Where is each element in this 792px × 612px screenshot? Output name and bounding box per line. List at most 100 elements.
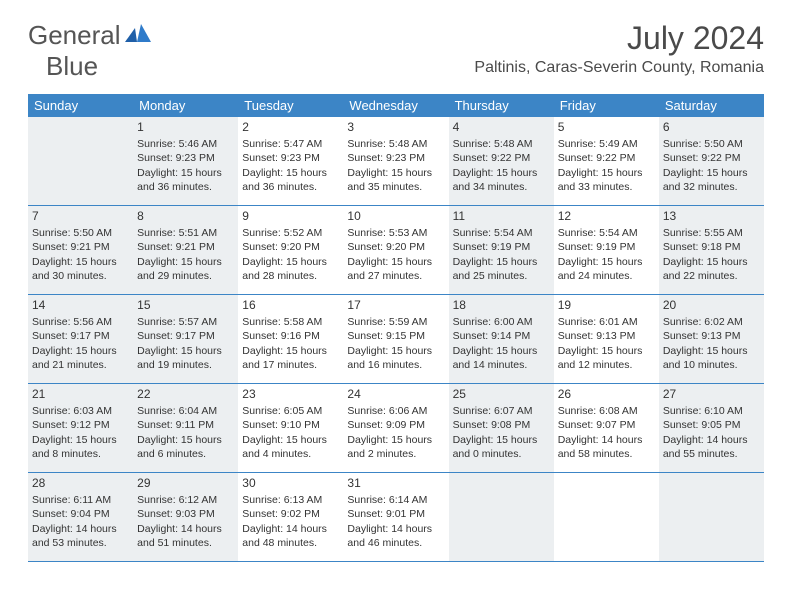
daylight-text: and 24 minutes.: [558, 269, 655, 283]
daylight-text: and 25 minutes.: [453, 269, 550, 283]
day-header-sunday: Sunday: [28, 94, 133, 117]
day-cell: 22Sunrise: 6:04 AMSunset: 9:11 PMDayligh…: [133, 384, 238, 472]
daylight-text: and 35 minutes.: [347, 180, 444, 194]
daylight-text: and 14 minutes.: [453, 358, 550, 372]
sunset-text: Sunset: 9:02 PM: [242, 507, 339, 521]
weeks-container: 1Sunrise: 5:46 AMSunset: 9:23 PMDaylight…: [28, 117, 764, 562]
sunset-text: Sunset: 9:13 PM: [663, 329, 760, 343]
daylight-text: Daylight: 15 hours: [32, 344, 129, 358]
daylight-text: and 2 minutes.: [347, 447, 444, 461]
sunrise-text: Sunrise: 5:59 AM: [347, 315, 444, 329]
daylight-text: Daylight: 15 hours: [453, 255, 550, 269]
day-number: 3: [347, 119, 444, 135]
sunrise-text: Sunrise: 6:01 AM: [558, 315, 655, 329]
daylight-text: and 29 minutes.: [137, 269, 234, 283]
sunset-text: Sunset: 9:21 PM: [32, 240, 129, 254]
sunrise-text: Sunrise: 5:48 AM: [347, 137, 444, 151]
daylight-text: and 46 minutes.: [347, 536, 444, 550]
daylight-text: and 58 minutes.: [558, 447, 655, 461]
day-cell: 27Sunrise: 6:10 AMSunset: 9:05 PMDayligh…: [659, 384, 764, 472]
sunset-text: Sunset: 9:07 PM: [558, 418, 655, 432]
day-number: 11: [453, 208, 550, 224]
flag-icon: [125, 24, 151, 44]
daylight-text: Daylight: 14 hours: [663, 433, 760, 447]
day-number: 13: [663, 208, 760, 224]
sunrise-text: Sunrise: 5:58 AM: [242, 315, 339, 329]
daylight-text: Daylight: 15 hours: [242, 344, 339, 358]
sunrise-text: Sunrise: 6:03 AM: [32, 404, 129, 418]
day-number: 6: [663, 119, 760, 135]
sunrise-text: Sunrise: 5:49 AM: [558, 137, 655, 151]
day-number: 12: [558, 208, 655, 224]
sunset-text: Sunset: 9:12 PM: [32, 418, 129, 432]
day-number: 18: [453, 297, 550, 313]
daylight-text: and 36 minutes.: [242, 180, 339, 194]
daylight-text: Daylight: 14 hours: [558, 433, 655, 447]
day-cell: [28, 117, 133, 205]
day-cell: 20Sunrise: 6:02 AMSunset: 9:13 PMDayligh…: [659, 295, 764, 383]
daylight-text: Daylight: 14 hours: [242, 522, 339, 536]
daylight-text: Daylight: 15 hours: [347, 433, 444, 447]
daylight-text: Daylight: 15 hours: [558, 255, 655, 269]
day-number: 5: [558, 119, 655, 135]
daylight-text: Daylight: 14 hours: [32, 522, 129, 536]
day-cell: 26Sunrise: 6:08 AMSunset: 9:07 PMDayligh…: [554, 384, 659, 472]
daylight-text: and 53 minutes.: [32, 536, 129, 550]
daylight-text: and 34 minutes.: [453, 180, 550, 194]
daylight-text: Daylight: 15 hours: [663, 344, 760, 358]
daylight-text: Daylight: 15 hours: [347, 255, 444, 269]
daylight-text: Daylight: 15 hours: [453, 344, 550, 358]
sunset-text: Sunset: 9:15 PM: [347, 329, 444, 343]
day-cell: 23Sunrise: 6:05 AMSunset: 9:10 PMDayligh…: [238, 384, 343, 472]
day-cell: 2Sunrise: 5:47 AMSunset: 9:23 PMDaylight…: [238, 117, 343, 205]
daylight-text: and 48 minutes.: [242, 536, 339, 550]
daylight-text: and 22 minutes.: [663, 269, 760, 283]
sunset-text: Sunset: 9:22 PM: [558, 151, 655, 165]
daylight-text: and 27 minutes.: [347, 269, 444, 283]
day-number: 30: [242, 475, 339, 491]
day-cell: 24Sunrise: 6:06 AMSunset: 9:09 PMDayligh…: [343, 384, 448, 472]
sunrise-text: Sunrise: 5:48 AM: [453, 137, 550, 151]
day-number: 9: [242, 208, 339, 224]
sunrise-text: Sunrise: 5:53 AM: [347, 226, 444, 240]
day-cell: 31Sunrise: 6:14 AMSunset: 9:01 PMDayligh…: [343, 473, 448, 561]
week-row: 28Sunrise: 6:11 AMSunset: 9:04 PMDayligh…: [28, 473, 764, 562]
title-block: July 2024 Paltinis, Caras-Severin County…: [474, 20, 764, 77]
daylight-text: and 30 minutes.: [32, 269, 129, 283]
sunrise-text: Sunrise: 6:14 AM: [347, 493, 444, 507]
day-header-thursday: Thursday: [449, 94, 554, 117]
daylight-text: Daylight: 15 hours: [558, 344, 655, 358]
daylight-text: Daylight: 15 hours: [663, 166, 760, 180]
sunset-text: Sunset: 9:23 PM: [347, 151, 444, 165]
sunset-text: Sunset: 9:08 PM: [453, 418, 550, 432]
day-cell: 3Sunrise: 5:48 AMSunset: 9:23 PMDaylight…: [343, 117, 448, 205]
daylight-text: and 33 minutes.: [558, 180, 655, 194]
day-cell: 28Sunrise: 6:11 AMSunset: 9:04 PMDayligh…: [28, 473, 133, 561]
sunset-text: Sunset: 9:23 PM: [242, 151, 339, 165]
daylight-text: and 36 minutes.: [137, 180, 234, 194]
day-header-tuesday: Tuesday: [238, 94, 343, 117]
day-cell: 30Sunrise: 6:13 AMSunset: 9:02 PMDayligh…: [238, 473, 343, 561]
day-cell: [659, 473, 764, 561]
day-number: 31: [347, 475, 444, 491]
sunset-text: Sunset: 9:21 PM: [137, 240, 234, 254]
day-number: 8: [137, 208, 234, 224]
brand-text-blue: Blue: [46, 51, 98, 81]
daylight-text: Daylight: 14 hours: [347, 522, 444, 536]
sunrise-text: Sunrise: 5:50 AM: [32, 226, 129, 240]
day-number: 14: [32, 297, 129, 313]
day-cell: 11Sunrise: 5:54 AMSunset: 9:19 PMDayligh…: [449, 206, 554, 294]
daylight-text: Daylight: 15 hours: [137, 433, 234, 447]
day-cell: 25Sunrise: 6:07 AMSunset: 9:08 PMDayligh…: [449, 384, 554, 472]
day-number: 16: [242, 297, 339, 313]
sunset-text: Sunset: 9:10 PM: [242, 418, 339, 432]
sunrise-text: Sunrise: 6:04 AM: [137, 404, 234, 418]
day-header-saturday: Saturday: [659, 94, 764, 117]
day-cell: 8Sunrise: 5:51 AMSunset: 9:21 PMDaylight…: [133, 206, 238, 294]
sunrise-text: Sunrise: 5:52 AM: [242, 226, 339, 240]
sunset-text: Sunset: 9:14 PM: [453, 329, 550, 343]
sunrise-text: Sunrise: 6:05 AM: [242, 404, 339, 418]
day-header-monday: Monday: [133, 94, 238, 117]
sunset-text: Sunset: 9:22 PM: [663, 151, 760, 165]
sunset-text: Sunset: 9:04 PM: [32, 507, 129, 521]
